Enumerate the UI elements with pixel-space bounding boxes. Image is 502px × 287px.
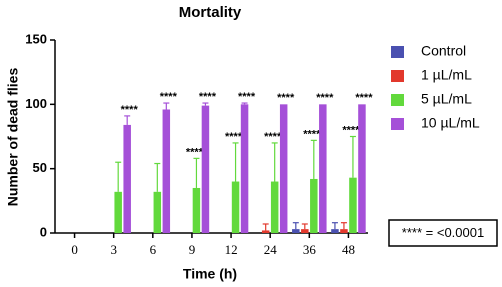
- x-tick-label: 36: [303, 242, 317, 257]
- significance-label: ****: [160, 91, 178, 103]
- legend-swatch: [391, 70, 404, 82]
- bar: [123, 124, 131, 233]
- bar: [201, 105, 210, 233]
- x-tick-label: 9: [189, 242, 196, 257]
- y-tick-label: 0: [40, 224, 47, 239]
- significance-label: ****: [342, 124, 360, 136]
- y-tick-label: 150: [25, 31, 47, 46]
- bar: [358, 104, 366, 233]
- legend-label: 5 µL/mL: [421, 91, 472, 107]
- significance-label: ****: [316, 92, 334, 104]
- x-tick-label: 48: [342, 242, 355, 257]
- significance-label: ****: [199, 91, 217, 103]
- y-tick-label: 50: [33, 160, 47, 175]
- legend-swatch: [391, 118, 404, 130]
- bar: [340, 229, 348, 233]
- significance-label: ****: [121, 104, 139, 116]
- bar: [331, 229, 339, 233]
- significance-label: ****: [264, 131, 282, 143]
- x-tick-label: 24: [264, 242, 278, 257]
- significance-label: ****: [238, 91, 256, 103]
- bar: [153, 191, 162, 233]
- x-tick-label: 0: [71, 242, 78, 257]
- x-axis-label: Time (h): [183, 266, 237, 282]
- legend-swatch: [391, 46, 404, 58]
- legend-swatch: [391, 94, 404, 106]
- x-tick-label: 6: [150, 242, 157, 257]
- chart-title: Mortality: [179, 4, 242, 21]
- significance-label: ****: [225, 131, 243, 143]
- legend-label: Control: [421, 43, 466, 59]
- bar: [349, 177, 357, 233]
- bar: [231, 181, 240, 233]
- significance-label: ****: [355, 92, 373, 104]
- x-tick-label: 12: [225, 242, 238, 257]
- significance-label: ****: [277, 92, 295, 104]
- bar: [301, 229, 309, 233]
- bar: [261, 230, 270, 233]
- bar: [192, 187, 201, 233]
- bar: [240, 104, 249, 233]
- bar: [270, 181, 279, 233]
- bar: [162, 109, 171, 233]
- y-tick-label: 100: [25, 96, 47, 111]
- significance-label: ****: [186, 146, 204, 158]
- bar: [310, 178, 318, 233]
- y-axis-label: Number of dead flies: [5, 68, 21, 207]
- legend-label: 1 µL/mL: [421, 67, 472, 83]
- bar: [292, 229, 300, 233]
- legend-label: 10 µL/mL: [421, 115, 480, 131]
- bar: [279, 104, 288, 233]
- bar: [114, 191, 122, 233]
- note: **** = <0.0001: [402, 225, 484, 240]
- significance-label: ****: [303, 128, 321, 140]
- x-tick-label: 3: [110, 242, 117, 257]
- bar: [319, 104, 327, 233]
- note-box: [388, 219, 498, 247]
